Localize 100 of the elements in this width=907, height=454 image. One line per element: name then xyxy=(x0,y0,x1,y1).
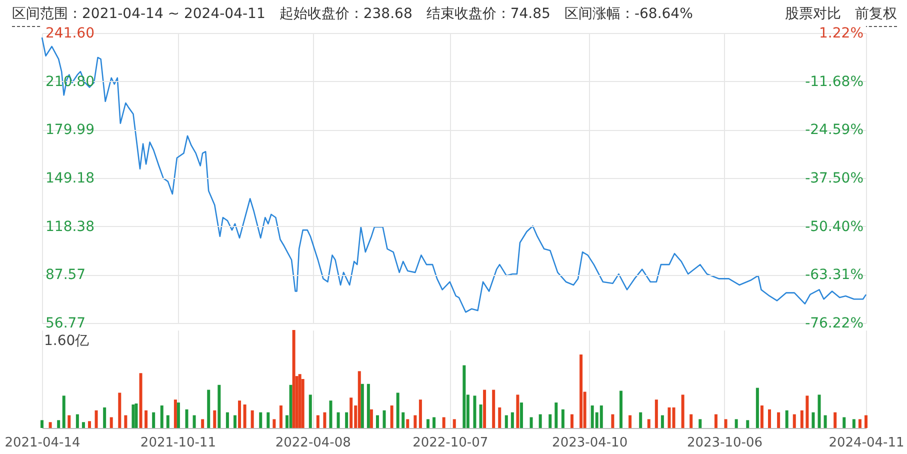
bar xyxy=(858,419,862,428)
bar xyxy=(768,409,771,428)
bar xyxy=(681,394,684,428)
bar xyxy=(580,354,583,428)
bar xyxy=(639,412,642,428)
y2-tick-label: -11.68% xyxy=(805,74,864,90)
bar xyxy=(160,405,164,428)
text: 结束收盘价：74.85 xyxy=(426,5,550,23)
x-tick-label: 2022-10-07 xyxy=(412,436,488,450)
bar xyxy=(82,422,85,428)
y2-tick-label: 1.22% xyxy=(819,26,864,42)
x-tick-label: 2021-04-14 xyxy=(4,436,80,450)
bar xyxy=(103,407,106,428)
bar xyxy=(329,400,332,428)
bar xyxy=(118,392,122,428)
x-tick-label: 2023-10-06 xyxy=(686,436,763,450)
bar xyxy=(68,415,71,428)
bar xyxy=(376,415,379,428)
bar xyxy=(370,409,373,428)
bar xyxy=(250,410,254,428)
bar xyxy=(548,414,552,428)
bar xyxy=(530,417,533,428)
bar xyxy=(336,412,340,428)
y-tick-label: 179.99 xyxy=(46,122,94,138)
bar xyxy=(62,396,66,428)
bar xyxy=(554,402,558,428)
bar xyxy=(777,412,780,428)
bar xyxy=(406,419,410,428)
bar xyxy=(483,390,486,428)
bar xyxy=(452,419,456,428)
bar xyxy=(432,417,436,428)
bar xyxy=(124,415,128,428)
bar xyxy=(414,415,417,428)
y-tick-label: 210.80 xyxy=(46,74,94,90)
bar xyxy=(226,412,229,428)
bar xyxy=(152,412,156,428)
bar xyxy=(316,415,320,428)
bar xyxy=(516,394,520,428)
bar xyxy=(818,394,821,428)
bar xyxy=(812,412,815,428)
bar xyxy=(498,407,502,428)
bar xyxy=(611,414,614,428)
bar xyxy=(760,405,764,428)
bar xyxy=(110,417,113,428)
x-tick-label: 2024-04-11 xyxy=(828,436,904,450)
bar xyxy=(238,400,242,428)
bar xyxy=(734,419,738,428)
bar xyxy=(852,419,856,428)
y-tick-label: 87.57 xyxy=(46,267,86,284)
bar xyxy=(174,400,177,428)
bar xyxy=(298,374,302,428)
y2-tick-label: -37.50% xyxy=(805,170,864,186)
bar xyxy=(746,420,750,428)
text: 股票对比 xyxy=(785,5,841,23)
bar xyxy=(144,410,148,428)
line-series xyxy=(41,36,867,313)
bar xyxy=(272,419,276,428)
bar xyxy=(756,388,759,428)
bar xyxy=(201,419,204,428)
y-tick-label: 241.60 xyxy=(46,26,94,42)
bar xyxy=(358,371,361,428)
bar xyxy=(233,415,236,428)
bar xyxy=(668,407,671,428)
bar xyxy=(345,412,348,428)
text: 区间范围：2021-04-14 ~ 2024-04-11 xyxy=(12,5,266,23)
bar xyxy=(492,390,496,428)
bar xyxy=(402,412,405,428)
bar xyxy=(289,384,292,428)
bar xyxy=(520,402,523,428)
bar xyxy=(842,417,846,428)
bar xyxy=(473,396,476,428)
bar xyxy=(510,412,514,428)
bar xyxy=(600,405,603,428)
bar xyxy=(192,415,196,428)
bar xyxy=(690,414,693,428)
bar xyxy=(396,392,400,428)
bar xyxy=(792,414,796,428)
x-tick-label: 2021-10-11 xyxy=(140,436,216,450)
bar xyxy=(350,398,353,428)
bar xyxy=(139,373,142,428)
x-tick-label: 2023-04-10 xyxy=(552,436,628,450)
bar xyxy=(259,412,262,428)
y-tick-label: 149.18 xyxy=(46,170,94,187)
bar xyxy=(323,412,326,428)
y2-tick-label: -76.22% xyxy=(805,316,864,332)
bar xyxy=(864,415,868,428)
bar xyxy=(360,384,364,428)
bar xyxy=(479,404,482,428)
bar xyxy=(561,409,564,428)
bar xyxy=(806,396,809,428)
bar xyxy=(213,410,216,428)
bar xyxy=(94,410,98,428)
bar xyxy=(382,410,386,428)
bar xyxy=(292,330,296,428)
bar xyxy=(132,404,135,428)
text: 前复权 xyxy=(855,5,897,23)
text: 起始收盘价：238.68 xyxy=(279,5,412,23)
y2-tick-label: -63.31% xyxy=(805,267,864,284)
bar xyxy=(426,419,430,428)
y-tick-label: 56.77 xyxy=(46,316,86,332)
